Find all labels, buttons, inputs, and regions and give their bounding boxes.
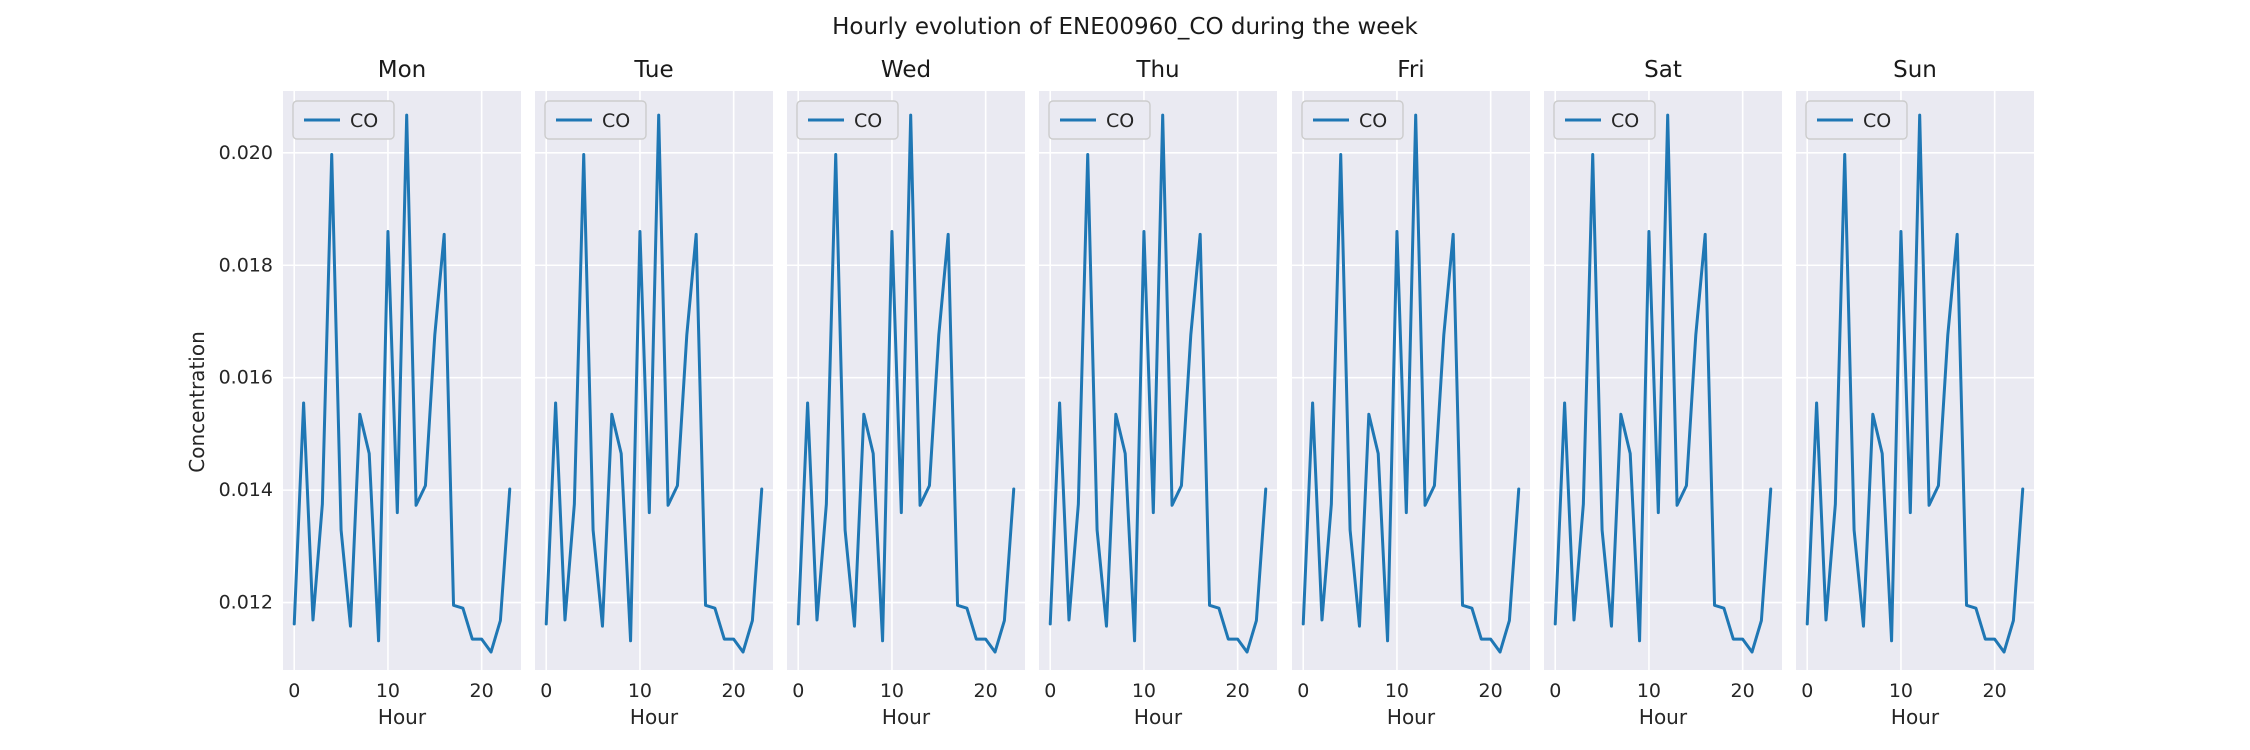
series-line-co (544, 113, 764, 654)
x-tick-label: 0 (540, 680, 552, 702)
x-tick-label: 0 (1044, 680, 1056, 702)
panel-title: Fri (1397, 57, 1424, 83)
x-tick-label: 10 (1385, 680, 1409, 702)
y-tick-label: 0.016 (219, 367, 273, 389)
x-tick-label: 20 (470, 680, 494, 702)
y-tick-label: 0.020 (219, 142, 273, 164)
panel-sat: 0 10 20 Sat Hour CO (1544, 57, 1782, 729)
x-tick-label: 20 (1479, 680, 1503, 702)
legend-label: CO (1863, 110, 1891, 132)
x-axis-label: Hour (630, 705, 679, 729)
panel-fri: 0 10 20 Fri Hour CO (1292, 57, 1530, 729)
x-tick-label: 20 (974, 680, 998, 702)
series-line-co (292, 113, 512, 654)
legend-box (1553, 100, 1656, 140)
x-axis-label: Hour (1134, 705, 1183, 729)
panel-background (1039, 91, 1277, 670)
x-tick-label: 0 (288, 680, 300, 702)
legend: CO (1048, 100, 1151, 140)
x-tick-label: 10 (376, 680, 400, 702)
panel-background (1796, 91, 2034, 670)
x-tick-label: 0 (1297, 680, 1309, 702)
x-tick-label: 20 (722, 680, 746, 702)
series-line-co (1301, 113, 1521, 654)
series-line-co (1553, 113, 1773, 654)
y-tick-label: 0.018 (219, 254, 273, 276)
x-tick-label: 20 (1731, 680, 1755, 702)
legend-label: CO (1106, 110, 1134, 132)
panel-title: Mon (378, 57, 427, 83)
panel-wed: 0 10 20 Wed Hour CO (787, 57, 1025, 729)
legend: CO (1805, 100, 1908, 140)
panel-title: Wed (881, 57, 931, 83)
panel-title: Thu (1135, 57, 1179, 83)
x-tick-label: 10 (1889, 680, 1913, 702)
series-line-co (1805, 113, 2025, 654)
x-axis-label: Hour (1639, 705, 1688, 729)
legend-box (1805, 100, 1908, 140)
x-tick-label: 0 (1549, 680, 1561, 702)
y-tick-label: 0.012 (219, 592, 273, 614)
figure-title: Hourly evolution of ENE00960_CO during t… (832, 14, 1418, 40)
x-tick-label: 10 (880, 680, 904, 702)
panel-thu: 0 10 20 Thu Hour CO (1039, 57, 1277, 729)
legend: CO (292, 100, 395, 140)
x-tick-label: 0 (1801, 680, 1813, 702)
x-tick-label: 10 (1132, 680, 1156, 702)
y-tick-label: 0.014 (219, 479, 273, 501)
x-tick-label: 0 (792, 680, 804, 702)
x-tick-label: 10 (628, 680, 652, 702)
legend-label: CO (602, 110, 630, 132)
x-tick-label: 10 (1637, 680, 1661, 702)
legend-label: CO (1359, 110, 1387, 132)
panel-background (787, 91, 1025, 670)
panel-background (535, 91, 773, 670)
x-axis-label: Hour (1387, 705, 1436, 729)
panel-sun: 0 10 20 Sun Hour CO (1796, 57, 2034, 729)
x-tick-label: 20 (1983, 680, 2007, 702)
series-line-co (796, 113, 1016, 654)
legend-label: CO (350, 110, 378, 132)
y-axis-label: Concentration (185, 331, 209, 472)
x-axis-label: Hour (378, 705, 427, 729)
panel-mon: 0 10 20 0.012 0.014 0.016 0.018 0.020 Mon Hour CO (219, 57, 521, 729)
legend-box (1301, 100, 1404, 140)
panel-title: Sun (1893, 57, 1937, 83)
x-axis-label: Hour (1891, 705, 1940, 729)
legend-box (544, 100, 647, 140)
series-line-co (1048, 113, 1268, 654)
legend: CO (1553, 100, 1656, 140)
legend-label: CO (854, 110, 882, 132)
panel-tue: 0 10 20 Tue Hour CO (535, 57, 773, 729)
legend-label: CO (1611, 110, 1639, 132)
x-axis-label: Hour (882, 705, 931, 729)
legend-box (1048, 100, 1151, 140)
legend-box (292, 100, 395, 140)
legend-box (796, 100, 899, 140)
panel-background (1544, 91, 1782, 670)
legend: CO (796, 100, 899, 140)
legend: CO (1301, 100, 1404, 140)
panel-title: Tue (633, 57, 673, 83)
legend: CO (544, 100, 647, 140)
panel-title: Sat (1644, 57, 1682, 83)
panels-group: 0 10 200.0120.0140.0160.0180.020MonHourCO0… (219, 57, 2034, 729)
x-tick-label: 20 (1226, 680, 1250, 702)
panel-background (1292, 91, 1530, 670)
panel-background (283, 91, 521, 670)
